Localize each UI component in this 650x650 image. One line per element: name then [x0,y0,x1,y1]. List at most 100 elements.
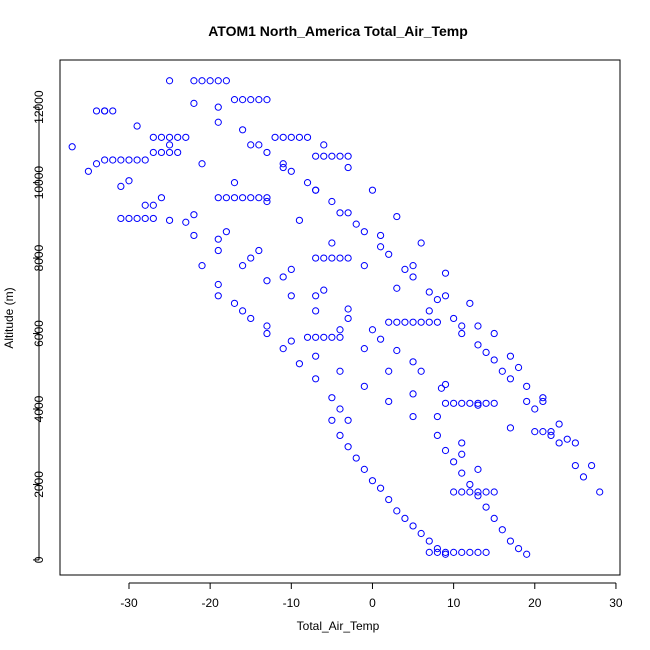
data-point [385,367,393,375]
data-point [320,254,328,262]
data-point [312,375,320,383]
data-point [587,461,596,470]
data-point [287,265,295,273]
data-point [141,201,149,209]
x-axis-label: Total_Air_Temp [297,619,380,633]
data-point [303,333,312,341]
data-point [239,126,247,134]
data-point [214,77,222,85]
data-point [385,495,393,504]
data-series [303,254,441,341]
data-point [230,299,239,307]
data-point [279,160,287,168]
data-point [287,167,295,175]
data-series [165,77,604,496]
data-point [360,228,368,236]
data-point [344,416,352,424]
data-point [466,480,474,489]
data-point [417,239,425,247]
data-series [92,107,490,556]
data-point [401,514,409,523]
data-point [125,177,133,185]
y-tick-label: 12000 [32,90,46,124]
data-point [498,526,506,534]
data-point [514,544,523,553]
data-point [149,214,157,223]
data-point [133,122,141,130]
data-point [312,333,320,341]
data-point [149,148,157,157]
data-point [385,397,393,406]
data-point [441,548,450,556]
data-point [547,428,555,436]
data-point [441,380,450,389]
data-point [360,262,368,270]
data-point [450,488,458,496]
data-point [182,133,190,141]
x-tick-label: 20 [528,596,542,610]
data-point [360,382,368,390]
data-point [450,314,458,323]
x-tick-label: -10 [283,596,301,610]
data-point [555,439,563,447]
x-tick-label: 30 [609,596,623,610]
data-point [433,431,441,440]
data-point [433,544,441,553]
data-point [239,262,247,270]
data-point [474,488,482,496]
data-point [165,148,174,157]
data-point [393,284,401,292]
data-point [312,292,320,300]
data-point [425,548,433,556]
data-point [352,220,360,228]
data-point [523,397,531,406]
data-point [393,318,401,326]
data-point [336,254,344,262]
data-point [393,507,401,515]
y-tick-label: 0 [32,556,46,563]
data-point [165,141,174,149]
data-point [514,363,523,372]
data-point [133,156,141,164]
data-point [101,156,109,164]
data-series [68,143,446,392]
data-point [157,194,166,202]
data-series [255,141,579,470]
data-point [165,77,174,85]
data-point [523,382,531,390]
data-point [360,465,368,473]
data-series [214,103,588,481]
data-point [482,488,490,496]
data-point [149,201,157,209]
data-point [328,254,336,262]
data-point [458,399,466,407]
data-point [555,420,563,428]
data-series [441,399,555,496]
data-point [157,133,166,141]
data-point [336,152,344,160]
data-point [141,156,149,164]
data-point [466,548,474,556]
data-point [279,345,287,353]
data-series [101,133,190,164]
y-axis: 0 2000 4000 6000 8000 10000 12000 [32,90,46,563]
data-point [279,163,287,172]
x-tick-label: -20 [201,596,219,610]
data-point [482,503,490,511]
data-point [409,318,417,326]
data-point [174,148,182,157]
data-point [68,143,76,151]
data-point [247,141,255,149]
data-point [450,399,458,407]
data-point [368,477,377,485]
data-point [295,133,304,141]
data-point [458,329,466,338]
data-point [320,152,328,160]
data-series [441,446,531,558]
data-point [466,399,474,407]
data-point [409,358,417,366]
data-point [458,488,466,496]
data-point [255,194,263,202]
data-point [247,254,255,262]
data-point [523,550,531,558]
